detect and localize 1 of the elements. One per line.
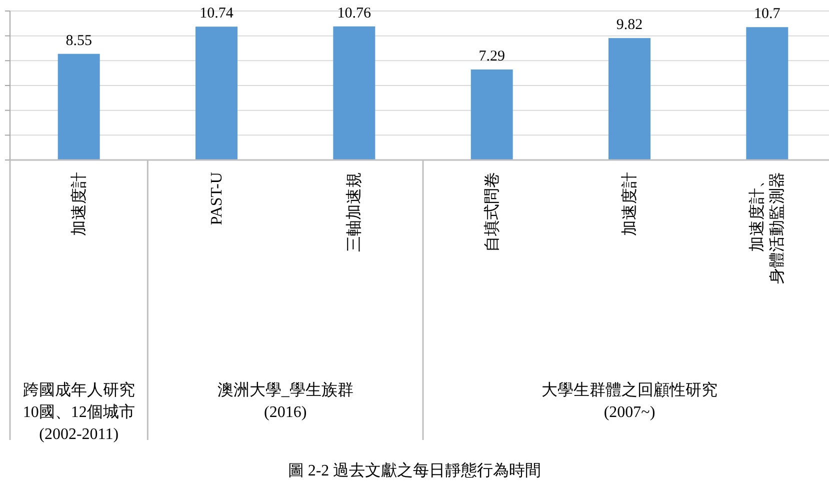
title: 圖 2-2 過去文獻之每日靜態行為時間 [288,462,542,480]
